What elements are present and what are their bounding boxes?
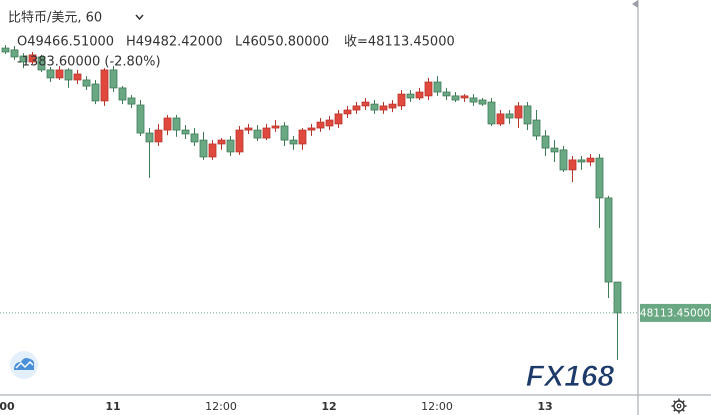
plot-area: [0, 45, 638, 360]
candle-body: [586, 157, 595, 163]
candle-body: [73, 73, 82, 81]
change: -1383.60000 (-2.80%): [17, 55, 161, 70]
candle-body: [352, 105, 361, 111]
candle-body: [568, 159, 577, 171]
candle-body: [100, 69, 109, 102]
cloud-button[interactable]: [10, 351, 38, 379]
candle-body: [514, 105, 523, 119]
candle-body: [307, 127, 316, 131]
candle-body: [208, 143, 217, 158]
x-tick-label: 12:00: [421, 400, 453, 413]
candle-body: [19, 55, 28, 63]
candle-body: [226, 139, 235, 153]
interval-dropdown[interactable]: [135, 14, 144, 21]
last-price-box: [640, 303, 711, 322]
candle-body: [316, 121, 325, 129]
candle-body: [136, 104, 145, 134]
scroll-marker: [632, 0, 638, 8]
candle-body: [604, 197, 613, 283]
ohlc-low: L46050.80000: [235, 35, 329, 50]
candle-body: [235, 129, 244, 153]
candle-body: [415, 91, 424, 99]
candle-body: [46, 69, 55, 79]
candle-body: [505, 113, 514, 119]
candle-body: [595, 157, 604, 199]
x-tick-label: 00: [0, 400, 15, 413]
candle-body: [91, 83, 100, 102]
candle-body: [298, 129, 307, 145]
symbol: 比特币/美元, 60: [8, 11, 102, 26]
x-tick-label: 13: [537, 400, 552, 413]
candle-body: [577, 159, 586, 163]
candle-body: [532, 119, 541, 137]
candle-body: [181, 129, 190, 135]
candle-body: [469, 97, 478, 103]
ohlc-close: 收=48113.45000: [344, 35, 455, 50]
candle-body: [460, 95, 469, 99]
candle-body: [118, 87, 127, 101]
candle-body: [145, 132, 154, 143]
candle-body: [370, 103, 379, 111]
candle-body: [199, 139, 208, 158]
candle-body: [271, 125, 280, 129]
candle-body: [28, 54, 37, 63]
watermark-logo: FX168: [526, 360, 615, 393]
candle-body: [244, 127, 253, 131]
candle-body: [325, 119, 334, 127]
x-tick-label: 12:00: [205, 400, 237, 413]
x-tick-label: 12: [321, 400, 336, 413]
candle-body: [433, 81, 442, 93]
candle-body: [82, 79, 91, 87]
candle-body: [388, 103, 397, 109]
candle-body: [343, 109, 352, 115]
candle-body: [127, 97, 136, 105]
candle-body: [442, 91, 451, 97]
candle-body: [64, 69, 73, 81]
candle-body: [253, 129, 262, 139]
candle-body: [190, 133, 199, 143]
candle-body: [487, 101, 496, 125]
settings-button[interactable]: [671, 398, 687, 414]
candle-body: [109, 69, 118, 89]
candle-body: [559, 149, 568, 171]
candle-body: [550, 147, 559, 153]
candle-body: [397, 93, 406, 107]
candle-body: [451, 95, 460, 101]
candle-body: [163, 117, 172, 131]
candle-body: [10, 49, 19, 58]
candle-body: [217, 139, 226, 145]
candle-body: [523, 105, 532, 125]
candle-body: [406, 93, 415, 99]
ohlc-open: O49466.51000: [17, 35, 114, 50]
x-tick-label: 11: [105, 400, 120, 413]
candle-body: [379, 105, 388, 111]
candle-body: [172, 117, 181, 131]
candle-body: [280, 125, 289, 141]
candle-body: [541, 135, 550, 149]
candle-body: [613, 281, 622, 314]
candle-body: [361, 101, 370, 107]
candle-body: [496, 113, 505, 125]
candle-body: [478, 99, 487, 105]
last-price-label: 48113.45000: [640, 307, 710, 319]
candle-body: [262, 127, 271, 139]
candle-body: [424, 81, 433, 97]
candle-body: [334, 113, 343, 125]
candle-body: [1, 47, 10, 53]
ohlc-high: H49482.42000: [126, 35, 223, 50]
candle-body: [37, 56, 46, 71]
candle-body: [289, 139, 298, 145]
candle-body: [55, 69, 64, 79]
candle-body: [154, 129, 163, 143]
